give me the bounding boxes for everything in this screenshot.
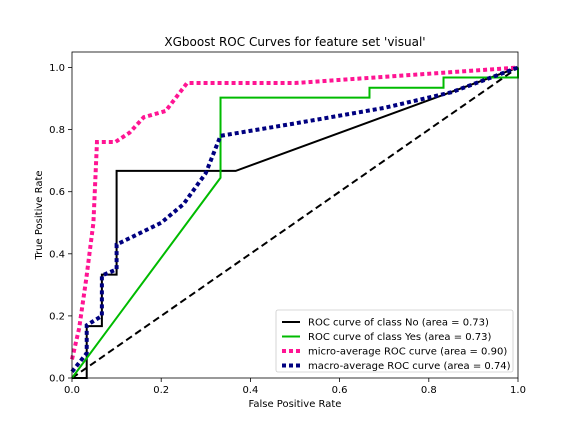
- x-tick-label: 0.6: [332, 385, 348, 396]
- y-tick-label: 0.6: [49, 187, 65, 198]
- legend-label: macro-average ROC curve (area = 0.74): [308, 361, 511, 372]
- x-tick-label: 0.8: [421, 385, 437, 396]
- y-tick-label: 0.2: [49, 311, 65, 322]
- y-tick-label: 0.8: [49, 125, 65, 136]
- x-tick-label: 0.0: [64, 385, 80, 396]
- y-axis-label: True Positive Rate: [34, 170, 45, 260]
- x-tick-label: 0.4: [242, 385, 258, 396]
- legend-label: micro-average ROC curve (area = 0.90): [308, 347, 507, 358]
- x-axis: 0.0 0.2 0.4 0.6 0.8 1.0: [64, 378, 526, 396]
- legend: ROC curve of class No (area = 0.73) ROC c…: [276, 310, 513, 372]
- x-axis-label: False Positive Rate: [249, 399, 342, 410]
- x-tick-label: 0.2: [153, 385, 169, 396]
- legend-label: ROC curve of class Yes (area = 0.73): [308, 332, 492, 343]
- y-tick-label: 0.0: [49, 374, 65, 385]
- y-tick-label: 1.0: [49, 63, 65, 74]
- legend-label: ROC curve of class No (area = 0.73): [308, 318, 489, 329]
- chart-title: XGboost ROC Curves for feature set 'visu…: [164, 35, 425, 49]
- y-tick-label: 0.4: [49, 249, 65, 260]
- x-tick-label: 1.0: [510, 385, 526, 396]
- y-axis: 0.0 0.2 0.4 0.6 0.8 1.0: [49, 63, 72, 384]
